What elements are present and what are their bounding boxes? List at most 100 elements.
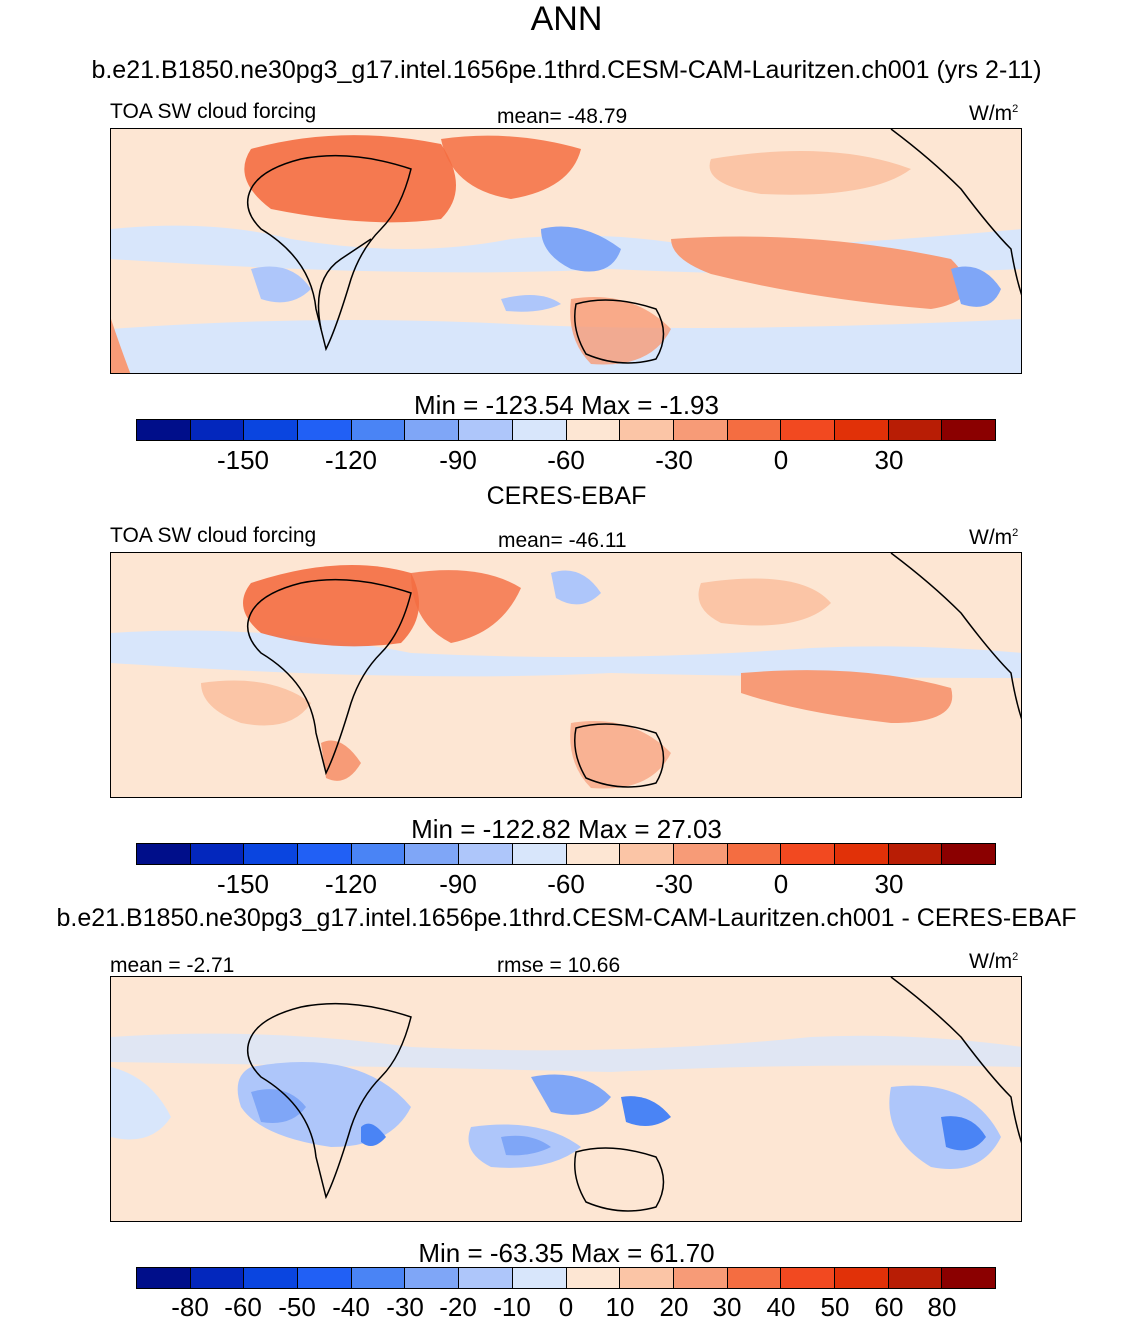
panel-2-map	[110, 552, 1022, 798]
colorbar-swatch	[512, 844, 567, 864]
colorbar-swatch	[190, 844, 245, 864]
colorbar-tick-label: 0	[773, 445, 789, 475]
panel-3-rmse-label: rmse = 10.66	[497, 954, 621, 977]
colorbar-swatch	[190, 420, 245, 440]
colorbar-swatch	[620, 844, 674, 864]
panel-3-units-base: W/m	[969, 950, 1013, 973]
colorbar-swatch	[781, 844, 835, 864]
colorbar-tick-label: 50	[820, 1292, 850, 1322]
colorbar-swatch	[405, 1268, 460, 1288]
panel-1-mean-label: mean= -48.79	[497, 105, 628, 128]
panel-2-units: W/m2	[969, 526, 1018, 550]
panel-2-units-exp: 2	[1012, 527, 1019, 539]
panel-2-colorbar	[136, 843, 996, 865]
panel-3-map	[110, 976, 1022, 1222]
colorbar-tick-label: -120	[324, 445, 378, 475]
page-title: ANN	[530, 0, 603, 38]
colorbar-tick-label: -60	[224, 1292, 262, 1322]
colorbar-swatch	[190, 1268, 245, 1288]
colorbar-swatch	[405, 844, 460, 864]
colorbar-swatch	[888, 844, 943, 864]
colorbar-swatch	[942, 844, 995, 864]
colorbar-swatch	[459, 844, 513, 864]
colorbar-swatch	[834, 844, 889, 864]
panel-3-units-exp: 2	[1012, 951, 1019, 963]
colorbar-swatch	[298, 1268, 352, 1288]
colorbar-swatch	[620, 1268, 674, 1288]
panel-1-units-base: W/m	[969, 102, 1013, 125]
colorbar-tick-label: 80	[927, 1292, 957, 1322]
colorbar-tick-label: 10	[605, 1292, 635, 1322]
panel-1-map	[110, 128, 1022, 374]
colorbar-swatch	[673, 844, 728, 864]
colorbar-swatch	[459, 420, 513, 440]
colorbar-swatch	[512, 420, 567, 440]
colorbar-swatch	[727, 420, 782, 440]
colorbar-tick-label: -30	[655, 869, 693, 899]
colorbar-swatch	[244, 420, 299, 440]
panel-3-minmax: Min = -63.35 Max = 61.70	[418, 1238, 715, 1268]
colorbar-swatch	[673, 1268, 728, 1288]
colorbar-swatch	[244, 1268, 299, 1288]
colorbar-tick-label: -150	[216, 445, 270, 475]
colorbar-swatch	[137, 420, 191, 440]
colorbar-swatch	[459, 1268, 513, 1288]
colorbar-swatch	[512, 1268, 567, 1288]
colorbar-tick-label: 20	[659, 1292, 689, 1322]
colorbar-swatch	[727, 1268, 782, 1288]
colorbar-swatch	[137, 1268, 191, 1288]
panel-1-colorbar-ticks: -150 -120 -90 -60 -30 0 30	[0, 445, 1133, 477]
colorbar-swatch	[566, 844, 621, 864]
panel-2-colorbar-ticks: -150 -120 -90 -60 -30 0 30	[0, 869, 1133, 901]
colorbar-tick-label: 0	[558, 1292, 574, 1322]
colorbar-tick-label: -120	[324, 869, 378, 899]
colorbar-tick-label: -10	[493, 1292, 531, 1322]
colorbar-swatch	[351, 844, 406, 864]
colorbar-tick-label: -30	[655, 445, 693, 475]
colorbar-swatch	[298, 420, 352, 440]
panel-3-units: W/m2	[969, 950, 1018, 974]
colorbar-swatch	[834, 1268, 889, 1288]
panel-1-variable-label: TOA SW cloud forcing	[110, 100, 317, 123]
colorbar-tick-label: -50	[278, 1292, 316, 1322]
colorbar-swatch	[566, 1268, 621, 1288]
panel-1-minmax: Min = -123.54 Max = -1.93	[414, 390, 719, 420]
colorbar-tick-label: -40	[332, 1292, 370, 1322]
colorbar-tick-label: -90	[439, 445, 477, 475]
colorbar-tick-label: -20	[439, 1292, 477, 1322]
colorbar-swatch	[781, 1268, 835, 1288]
colorbar-swatch	[137, 844, 191, 864]
panel-2-mean-label: mean= -46.11	[498, 529, 627, 552]
panel-3-title: b.e21.B1850.ne30pg3_g17.intel.1656pe.1th…	[56, 904, 1077, 932]
colorbar-swatch	[834, 420, 889, 440]
colorbar-tick-label: -150	[216, 869, 270, 899]
colorbar-tick-label: -60	[547, 445, 585, 475]
colorbar-tick-label: 30	[874, 869, 904, 899]
panel-2-units-base: W/m	[969, 526, 1013, 549]
panel-1-title: b.e21.B1850.ne30pg3_g17.intel.1656pe.1th…	[91, 56, 1042, 84]
panel-1-units-exp: 2	[1012, 103, 1019, 115]
panel-2-variable-label: TOA SW cloud forcing	[110, 524, 317, 547]
panel-1-colorbar	[136, 419, 996, 441]
colorbar-tick-label: 0	[773, 869, 789, 899]
colorbar-swatch	[244, 844, 299, 864]
panel-2-title: CERES-EBAF	[486, 482, 647, 510]
colorbar-tick-label: 30	[712, 1292, 742, 1322]
colorbar-swatch	[351, 420, 406, 440]
panel-1-units: W/m2	[969, 102, 1018, 126]
colorbar-tick-label: -90	[439, 869, 477, 899]
colorbar-swatch	[405, 420, 460, 440]
panel-2-minmax: Min = -122.82 Max = 27.03	[411, 814, 722, 844]
colorbar-swatch	[566, 420, 621, 440]
colorbar-tick-label: -60	[547, 869, 585, 899]
colorbar-tick-label: 30	[874, 445, 904, 475]
colorbar-tick-label: 60	[874, 1292, 904, 1322]
colorbar-swatch	[942, 420, 995, 440]
colorbar-swatch	[620, 420, 674, 440]
colorbar-swatch	[351, 1268, 406, 1288]
colorbar-swatch	[727, 844, 782, 864]
panel-3-colorbar	[136, 1267, 996, 1289]
colorbar-swatch	[673, 420, 728, 440]
panel-3-mean-label: mean = -2.71	[110, 954, 235, 977]
panel-3-colorbar-ticks: -80 -60 -50 -40 -30 -20 -10 0 10 20 30 4…	[0, 1292, 1133, 1323]
